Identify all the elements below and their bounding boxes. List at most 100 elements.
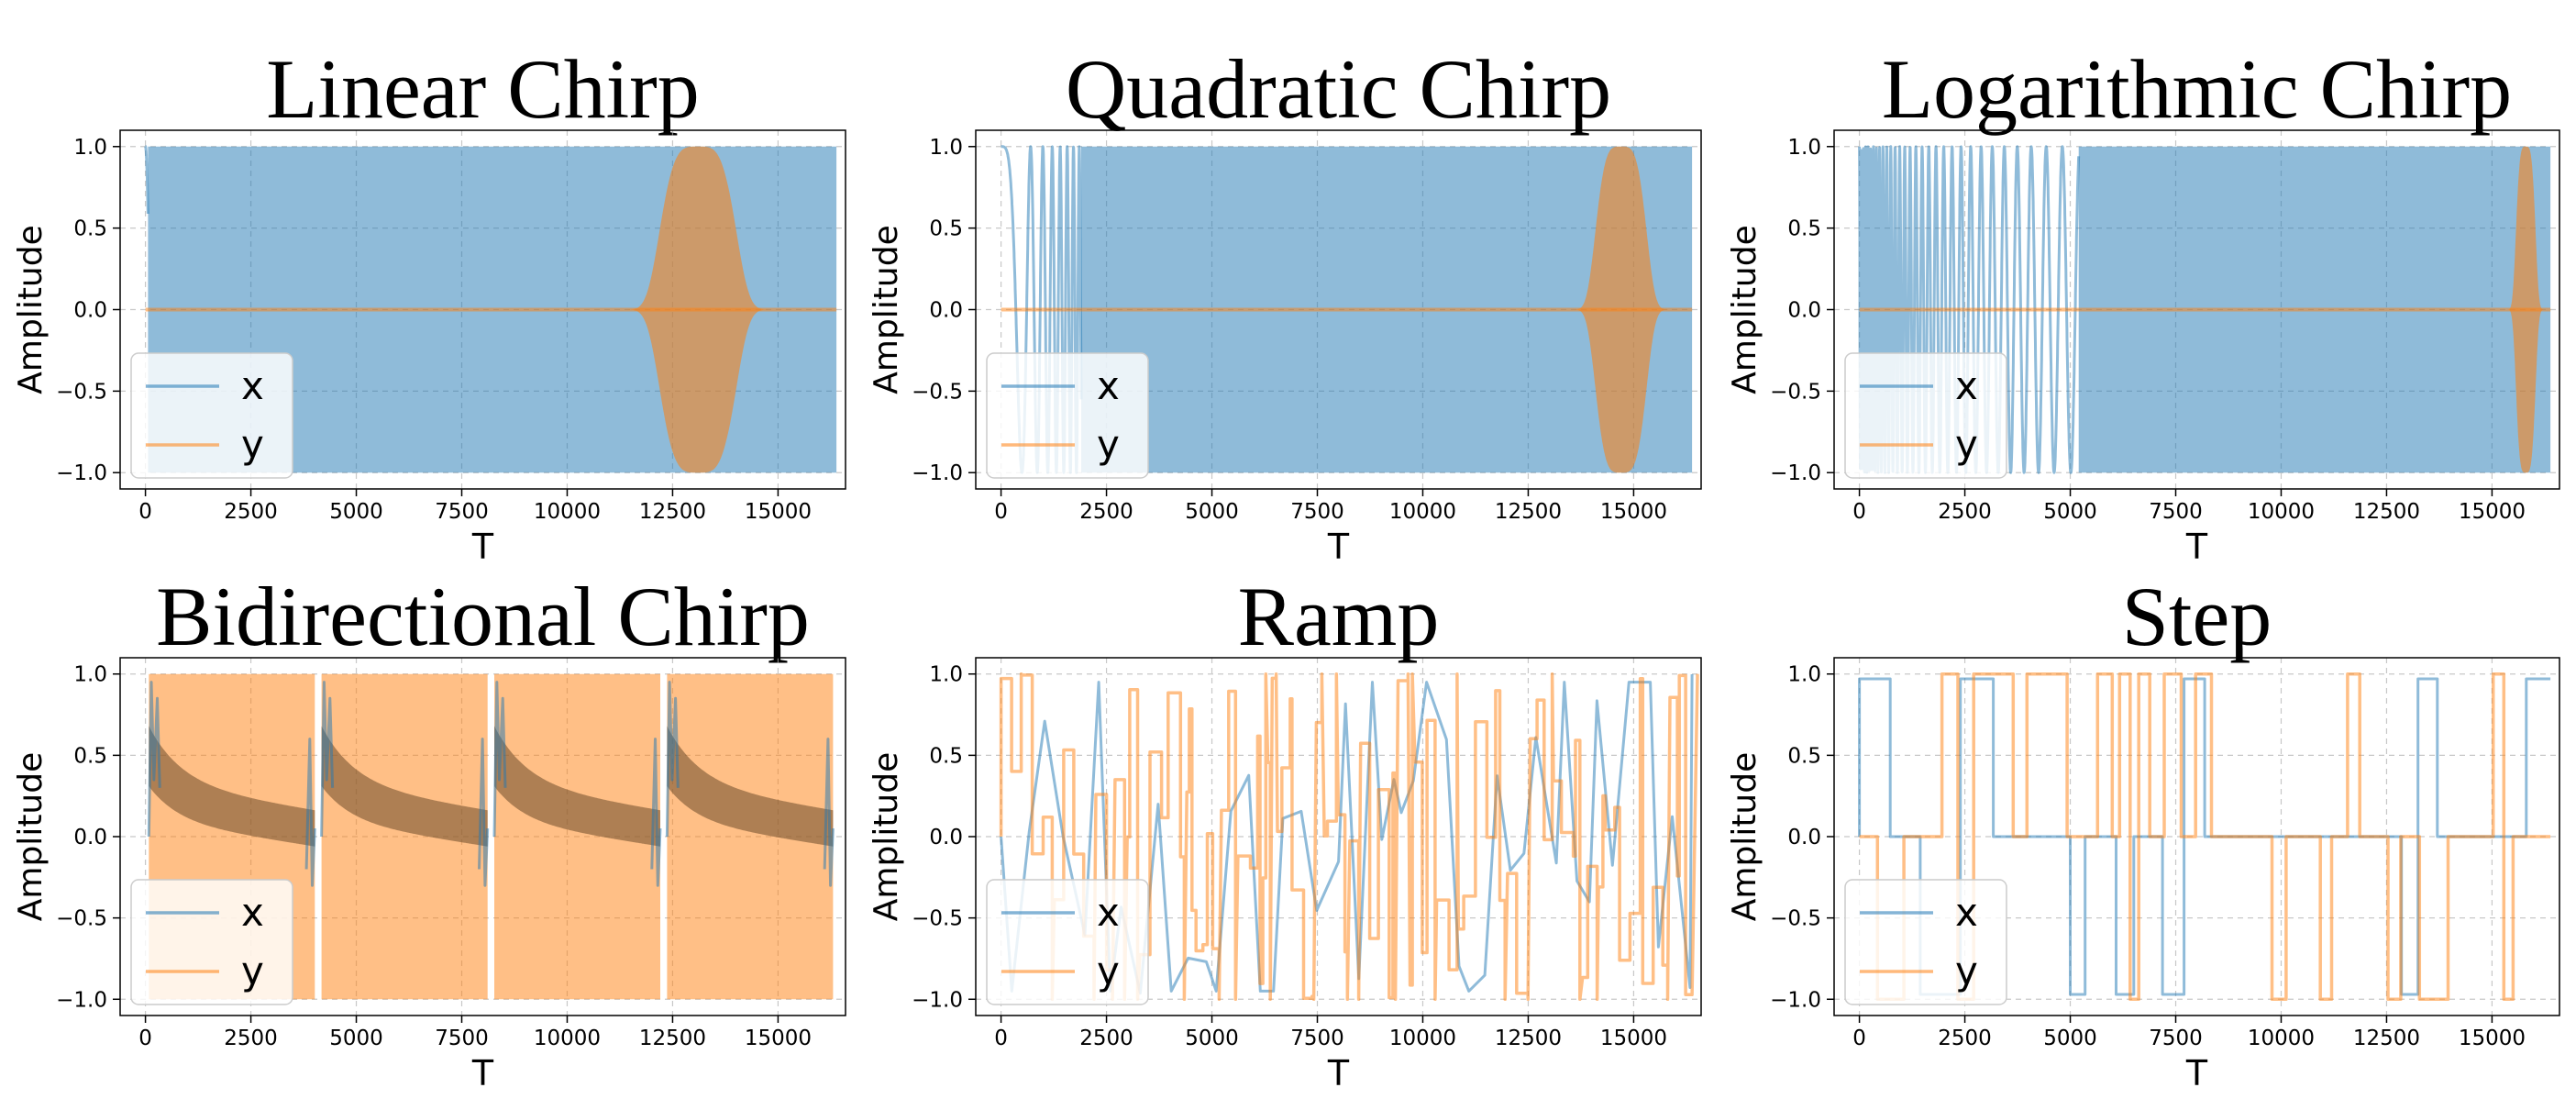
series-y-band-3 xyxy=(494,673,660,1000)
y-tick-label: −1.0 xyxy=(1770,988,1821,1012)
x-tick-label: 15000 xyxy=(745,1027,812,1050)
y-tick-label: 0.5 xyxy=(929,217,963,241)
series-x-spike-2 xyxy=(320,681,335,838)
x-tick-label: 15000 xyxy=(2459,500,2526,524)
y-axis-label: Amplitude xyxy=(12,225,50,394)
chart-title: Logarithmic Chirp xyxy=(1882,42,2512,136)
plot-area xyxy=(1000,145,1701,474)
x-tick-label: 12500 xyxy=(1495,1027,1562,1050)
legend: xy xyxy=(1844,879,2007,1005)
x-tick-label: 2500 xyxy=(224,500,278,524)
series-x-band-3 xyxy=(494,726,660,847)
legend-box xyxy=(1844,879,2007,1005)
series-x-spike-end-4 xyxy=(823,738,835,887)
series-x-line xyxy=(1858,145,2081,474)
x-axis-label: T xyxy=(2185,1053,2208,1093)
x-tick-label: 5000 xyxy=(329,500,383,524)
y-tick-label: −1.0 xyxy=(56,988,107,1012)
series-x-band-2 xyxy=(321,726,488,847)
legend-label-x: x xyxy=(1097,890,1120,935)
x-tick-label: 2500 xyxy=(1079,1027,1133,1050)
x-tick-label: 12500 xyxy=(1495,500,1562,524)
legend-label-x: x xyxy=(241,363,264,408)
y-tick-label: −0.5 xyxy=(56,907,107,931)
legend-box xyxy=(130,352,293,479)
series-x-spike-end-1 xyxy=(304,738,316,887)
legend: xy xyxy=(986,879,1149,1005)
y-tick-label: 0.5 xyxy=(1787,217,1821,241)
panel-1: Linear Chirp 0 2500 5000 7500 10000 12500 15000… xyxy=(12,42,846,567)
x-tick-label: 15000 xyxy=(1600,500,1667,524)
y-axis-label: Amplitude xyxy=(12,752,50,921)
x-tick-label: 10000 xyxy=(2248,1027,2315,1050)
y-tick-label: 0.0 xyxy=(73,299,107,323)
x-tick-label: 2500 xyxy=(1079,500,1133,524)
legend: xy xyxy=(130,352,293,479)
legend-box xyxy=(986,879,1149,1005)
y-axis-label: Amplitude xyxy=(868,225,905,394)
y-tick-label: 0.5 xyxy=(1787,744,1821,768)
y-tick-label: 0.0 xyxy=(73,826,107,849)
x-tick-label: 0 xyxy=(994,1027,1008,1050)
chart-title: Bidirectional Chirp xyxy=(156,570,810,663)
x-tick-label: 15000 xyxy=(2459,1027,2526,1050)
x-tick-label: 5000 xyxy=(329,1027,383,1050)
panel-6: Step 0 2500 5000 7500 10000 12500 15000 1.0 0.5 0.… xyxy=(1726,570,2560,1093)
x-tick-label: 12500 xyxy=(639,1027,706,1050)
legend-label-x: x xyxy=(1097,363,1120,408)
x-axis-label: T xyxy=(2185,527,2208,567)
legend: xy xyxy=(130,879,293,1005)
x-tick-label: 10000 xyxy=(534,1027,601,1050)
legend-label-y: y xyxy=(241,422,264,467)
panel-5: Ramp 0 2500 5000 7500 10000 12500 15000 1.0 0.5 0.… xyxy=(868,570,1702,1093)
y-tick-label: −0.5 xyxy=(56,380,107,404)
series-x-band-1 xyxy=(149,726,315,847)
x-tick-label: 7500 xyxy=(2149,1027,2203,1050)
x-tick-label: 0 xyxy=(138,500,152,524)
chart-title: Quadratic Chirp xyxy=(1066,42,1611,136)
y-tick-label: 1.0 xyxy=(73,136,107,160)
panel-4: Bidirectional Chirp 0 2500 5000 7500 10000 125… xyxy=(12,570,846,1093)
x-tick-label: 2500 xyxy=(1938,500,1992,524)
x-tick-label: 12500 xyxy=(639,500,706,524)
legend-box xyxy=(986,352,1149,479)
legend-label-y: y xyxy=(1955,949,1978,993)
x-tick-label: 5000 xyxy=(1185,500,1239,524)
x-tick-label: 7500 xyxy=(2149,500,2203,524)
legend-label-y: y xyxy=(1955,422,1978,467)
legend-label-y: y xyxy=(1097,422,1120,467)
y-tick-label: 1.0 xyxy=(929,136,963,160)
series-x-line xyxy=(1000,145,1083,474)
y-tick-label: 0.0 xyxy=(1787,299,1821,323)
y-axis-label: Amplitude xyxy=(1726,225,1763,394)
legend-label-y: y xyxy=(241,949,264,993)
legend: xy xyxy=(986,352,1149,479)
x-tick-label: 0 xyxy=(994,500,1008,524)
series-y-band xyxy=(576,146,820,473)
y-tick-label: −1.0 xyxy=(912,988,963,1012)
x-tick-label: 7500 xyxy=(1290,1027,1344,1050)
x-tick-label: 15000 xyxy=(745,500,812,524)
x-tick-label: 5000 xyxy=(1185,1027,1239,1050)
panel-2: Quadratic Chirp 0 2500 5000 7500 10000 12500 15… xyxy=(868,42,1702,567)
series-x-spike-3 xyxy=(492,681,507,838)
y-tick-label: 1.0 xyxy=(73,663,107,687)
y-tick-label: 0.5 xyxy=(929,744,963,768)
x-axis-label: T xyxy=(1327,1053,1350,1093)
x-tick-label: 15000 xyxy=(1600,1027,1667,1050)
legend-box xyxy=(1844,352,2007,479)
series-y-band xyxy=(1540,146,1701,473)
y-tick-label: 1.0 xyxy=(929,663,963,687)
series-x-spike-end-3 xyxy=(650,738,662,887)
x-tick-label: 10000 xyxy=(534,500,601,524)
y-tick-label: 1.0 xyxy=(1787,136,1821,160)
legend-box xyxy=(130,879,293,1005)
x-tick-label: 7500 xyxy=(435,500,489,524)
y-tick-label: 1.0 xyxy=(1787,663,1821,687)
legend-label-x: x xyxy=(241,890,264,935)
series-x-spike-end-2 xyxy=(478,738,490,887)
legend-label-x: x xyxy=(1955,890,1978,935)
y-axis-label: Amplitude xyxy=(868,752,905,921)
y-tick-label: −0.5 xyxy=(912,907,963,931)
